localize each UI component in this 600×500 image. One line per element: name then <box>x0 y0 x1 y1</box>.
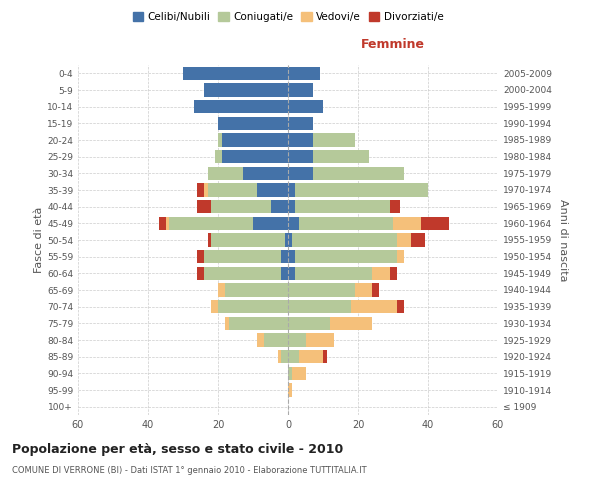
Bar <box>295 250 397 264</box>
Bar <box>204 266 281 280</box>
Bar <box>305 334 334 346</box>
Bar <box>242 166 288 180</box>
Bar <box>197 266 204 280</box>
Bar <box>288 150 313 164</box>
Y-axis label: Anni di nascita: Anni di nascita <box>557 198 568 281</box>
Bar <box>295 266 372 280</box>
Bar <box>218 300 288 314</box>
Bar <box>372 266 389 280</box>
Bar <box>204 250 281 264</box>
Bar <box>208 184 257 196</box>
Bar <box>211 200 271 213</box>
Bar <box>288 366 292 380</box>
Bar <box>288 384 292 396</box>
Bar <box>208 234 211 246</box>
Text: Popolazione per età, sesso e stato civile - 2010: Popolazione per età, sesso e stato civil… <box>12 442 343 456</box>
Bar <box>288 284 355 296</box>
Bar <box>193 100 288 114</box>
Bar <box>299 350 323 364</box>
Bar <box>288 184 295 196</box>
Bar <box>288 200 295 213</box>
Bar <box>281 250 288 264</box>
Bar <box>288 216 299 230</box>
Bar <box>229 316 288 330</box>
Bar <box>295 184 428 196</box>
Bar <box>204 184 208 196</box>
Bar <box>288 334 305 346</box>
Bar <box>215 150 221 164</box>
Bar <box>292 366 305 380</box>
Bar <box>218 116 288 130</box>
Bar <box>211 300 218 314</box>
Bar <box>218 284 225 296</box>
Bar <box>169 216 253 230</box>
Bar <box>421 216 449 230</box>
Bar <box>389 266 397 280</box>
Bar <box>197 250 204 264</box>
Legend: Celibi/Nubili, Coniugati/e, Vedovi/e, Divorziati/e: Celibi/Nubili, Coniugati/e, Vedovi/e, Di… <box>128 8 448 26</box>
Bar <box>197 184 204 196</box>
Bar <box>323 350 326 364</box>
Y-axis label: Fasce di età: Fasce di età <box>34 207 44 273</box>
Bar <box>355 284 372 296</box>
Bar <box>295 200 389 213</box>
Text: Femmine: Femmine <box>361 38 425 51</box>
Bar <box>208 166 242 180</box>
Bar <box>393 216 421 230</box>
Bar <box>288 316 330 330</box>
Bar <box>271 200 288 213</box>
Bar <box>158 216 166 230</box>
Bar <box>397 234 410 246</box>
Bar <box>313 150 368 164</box>
Bar <box>253 216 288 230</box>
Bar <box>397 250 404 264</box>
Bar <box>288 266 295 280</box>
Bar <box>313 166 404 180</box>
Bar <box>351 300 397 314</box>
Bar <box>277 350 281 364</box>
Bar <box>166 216 169 230</box>
Bar <box>225 284 288 296</box>
Bar <box>330 316 372 330</box>
Bar <box>288 350 299 364</box>
Bar <box>263 334 288 346</box>
Bar <box>288 66 320 80</box>
Bar <box>372 284 379 296</box>
Bar <box>281 266 288 280</box>
Bar <box>389 200 400 213</box>
Bar <box>221 134 288 146</box>
Bar <box>284 234 288 246</box>
Bar <box>288 134 313 146</box>
Bar <box>204 84 288 96</box>
Bar <box>288 300 351 314</box>
Bar <box>292 234 397 246</box>
Bar <box>257 184 288 196</box>
Bar <box>313 134 355 146</box>
Bar <box>288 166 313 180</box>
Bar <box>397 300 404 314</box>
Bar <box>221 150 288 164</box>
Bar <box>225 316 229 330</box>
Bar <box>410 234 425 246</box>
Bar <box>197 200 211 213</box>
Bar <box>218 134 221 146</box>
Bar <box>281 350 288 364</box>
Bar <box>257 334 263 346</box>
Bar <box>183 66 288 80</box>
Bar <box>288 84 313 96</box>
Bar <box>288 250 295 264</box>
Bar <box>211 234 284 246</box>
Bar <box>288 100 323 114</box>
Bar <box>288 116 313 130</box>
Bar <box>299 216 393 230</box>
Text: COMUNE DI VERRONE (BI) - Dati ISTAT 1° gennaio 2010 - Elaborazione TUTTITALIA.IT: COMUNE DI VERRONE (BI) - Dati ISTAT 1° g… <box>12 466 367 475</box>
Bar <box>288 234 292 246</box>
